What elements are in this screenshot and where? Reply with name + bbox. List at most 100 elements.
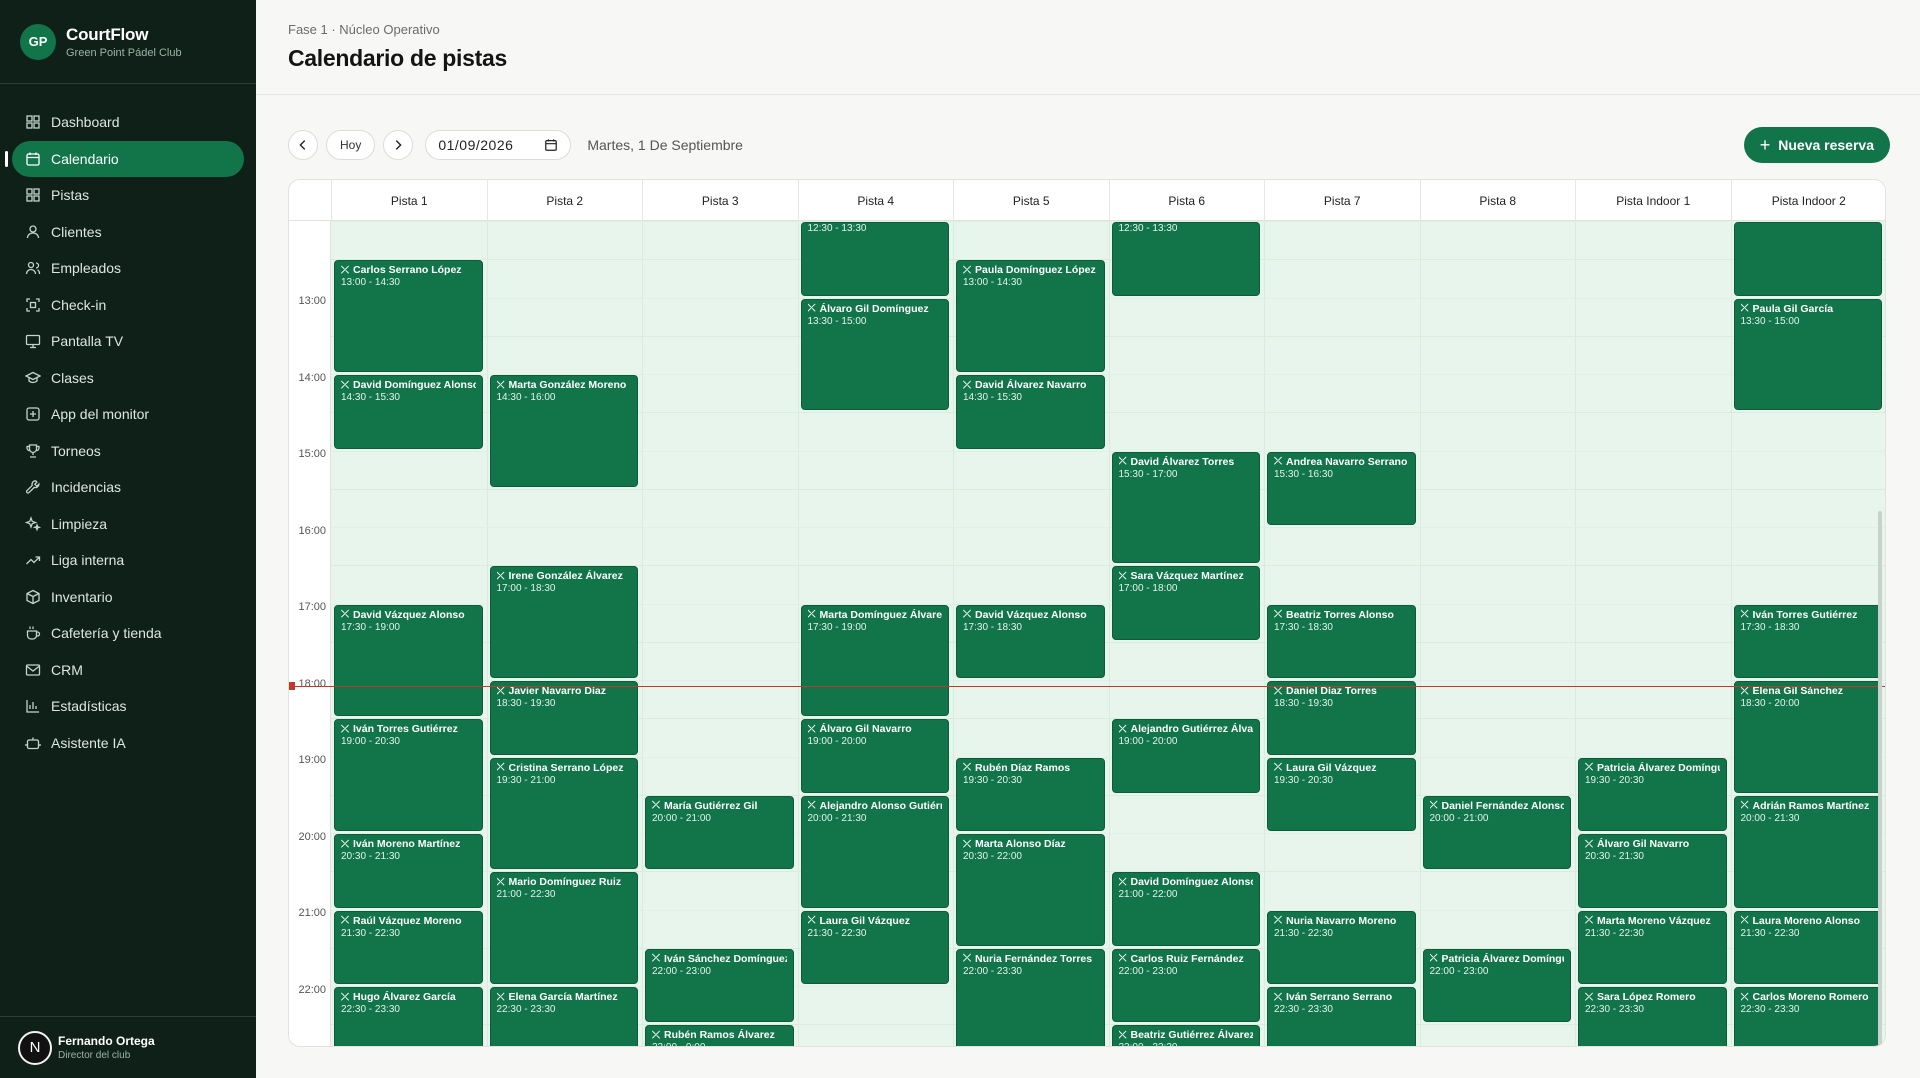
booking-event[interactable]: ⤫ Adrián Ramos Martínez 20:00 - 21:30 [1733, 795, 1882, 908]
booking-event[interactable]: ⤫ Laura Moreno Alonso 21:30 - 22:30 [1733, 910, 1882, 984]
booking-event[interactable]: ⤫ Iván Torres Gutiérrez 19:00 - 20:30 [334, 719, 483, 831]
user-profile[interactable]: N Fernando Ortega Director del club [0, 1016, 256, 1078]
booking-time: 12:30 - 13:30 [807, 223, 867, 234]
booking-event[interactable]: ⤫ Marta Moreno Vázquez 21:30 - 22:30 [1578, 910, 1727, 984]
booking-event[interactable]: ⤫ Alejandro Alonso Gutiérrez 20:00 - 21:30 [800, 795, 949, 908]
calendar-grid[interactable]: 13:00 14:00 15:00 16:00 17:00 18:00 19:00 20:00… [289, 221, 1885, 1046]
booking-event[interactable]: ⤫ Sara López Romero 22:30 - 23:30 [1578, 987, 1727, 1046]
booking-event[interactable]: ⤫Beatriz Gutiérrez Álvarez23:00 - 23:30 [1111, 1025, 1260, 1046]
booking-event[interactable]: ⤫ Nuria Fernández Torres 22:00 - 23:30 [956, 948, 1105, 1046]
booking-event[interactable]: ⤫ Raúl Vázquez Moreno 21:30 - 22:30 [334, 910, 483, 984]
booking-event[interactable]: ⤫ Andrea Navarro Serrano 15:30 - 16:30 [1267, 451, 1416, 525]
prev-day-button[interactable] [288, 130, 318, 160]
booking-event[interactable]: ⤫ David Vázquez Alonso 17:30 - 18:30 [956, 604, 1105, 678]
sidebar-item-pistas[interactable]: Pistas [12, 177, 244, 213]
booking-event[interactable]: ⤫ Álvaro Gil Navarro 20:30 - 21:30 [1578, 834, 1727, 908]
box-icon [25, 589, 41, 605]
booking-event[interactable]: ⤫ Marta González Moreno 14:30 - 16:00 [489, 375, 638, 487]
booking-event[interactable]: ⤫ Patricia Álvarez Domínguez19:30 - 20:30 [1578, 757, 1727, 831]
booking-event[interactable]: ⤫ Carlos Serrano López 13:00 - 14:30 [334, 260, 483, 372]
sidebar-item-crm[interactable]: CRM [12, 652, 244, 688]
booking-event[interactable]: ⤫ Marta Domínguez Álvarez 17:30 - 19:00 [800, 604, 949, 717]
sidebar-item-app-del-monitor[interactable]: App del monitor [12, 396, 244, 432]
booking-event[interactable]: ⤫ David Álvarez Navarro 14:30 - 15:30 [956, 375, 1105, 449]
booking-name: Adrián Ramos Martínez [1752, 799, 1870, 812]
sidebar-item-clases[interactable]: Clases [12, 360, 244, 396]
sidebar-item-estadisticas[interactable]: Estadísticas [12, 688, 244, 724]
sidebar-item-limpieza[interactable]: Limpieza [12, 506, 244, 542]
sidebar-item-incidencias[interactable]: Incidencias [12, 469, 244, 505]
booking-event[interactable]: ⤫ Paula Gil García 13:30 - 15:00 [1733, 298, 1882, 411]
sidebar-item-check-in[interactable]: Check-in [12, 287, 244, 323]
sidebar-item-asistente-ia[interactable]: Asistente IA [12, 725, 244, 761]
booking-event[interactable]: ⤫ Mario Domínguez Ruiz 21:00 - 22:30 [489, 872, 638, 984]
booking-event[interactable]: ⤫ Sara Vázquez Martínez 17:00 - 18:00 [1111, 566, 1260, 640]
booking-event[interactable]: ⤫ Iván Sánchez Domínguez 22:00 - 23:00 [645, 948, 794, 1023]
booking-event[interactable]: 12:30 - 13:30 [1111, 222, 1260, 296]
booking-event[interactable]: ⤫ Paula Domínguez López 13:00 - 14:30 [956, 260, 1105, 372]
sidebar-item-dashboard[interactable]: Dashboard [12, 104, 244, 140]
booking-event[interactable]: ⤫ Carlos Ruiz Fernández 22:00 - 23:00 [1111, 948, 1260, 1023]
monitor-icon [25, 333, 41, 349]
dashboard-icon [25, 114, 41, 130]
sidebar-item-torneos[interactable]: Torneos [12, 433, 244, 469]
date-label: Martes, 1 De Septiembre [587, 137, 743, 153]
court-header: Pista 1 [331, 180, 487, 221]
sidebar-item-cafeteria-y-tienda[interactable]: Cafetería y tienda [12, 615, 244, 651]
booking-event[interactable]: ⤫ María Gutiérrez Gil 20:00 - 21:00 [645, 795, 794, 870]
booking-event[interactable]: 12:30 - 13:30 [800, 222, 949, 296]
booking-event[interactable]: ⤫ Daniel Fernández Alonso 20:00 - 21:00 [1422, 795, 1571, 870]
booking-event[interactable]: ⤫ Laura Gil Vázquez 21:30 - 22:30 [800, 910, 949, 984]
booking-event[interactable]: ⤫ Nuria Navarro Moreno 21:30 - 22:30 [1267, 910, 1416, 984]
chevron-left-icon [299, 140, 306, 150]
date-picker[interactable]: 01/09/2026 [425, 130, 572, 160]
booking-event[interactable]: ⤫ Hugo Álvarez García 22:30 - 23:30 [334, 987, 483, 1046]
booking-event[interactable]: ⤫ Iván Moreno Martínez 20:30 - 21:30 [334, 834, 483, 908]
sidebar-item-label: Torneos [51, 442, 101, 459]
booking-event[interactable]: ⤫ Elena Gil Sánchez 18:30 - 20:00 [1733, 681, 1882, 793]
today-button[interactable]: Hoy [326, 130, 376, 160]
booking-event[interactable]: ⤫ Javier Navarro Díaz 18:30 - 19:30 [489, 681, 638, 755]
booking-title: ⤫ Carlos Moreno Romero [1741, 991, 1876, 1003]
booking-event[interactable] [1733, 222, 1882, 296]
booking-event[interactable]: ⤫ Carlos Moreno Romero 22:30 - 23:30 [1733, 987, 1882, 1046]
booking-event[interactable]: ⤫ Elena García Martínez 22:30 - 23:30 [489, 987, 638, 1046]
booking-time: 15:30 - 16:30 [1274, 468, 1333, 480]
next-day-button[interactable] [383, 130, 414, 160]
booking-event[interactable]: ⤫ David Domínguez Alonso 14:30 - 15:30 [334, 375, 483, 449]
booking-event[interactable]: ⤫ Álvaro Gil Navarro 19:00 - 20:00 [800, 719, 949, 793]
booking-event[interactable]: ⤫ David Domínguez Alonso 21:00 - 22:00 [1111, 872, 1260, 946]
sidebar-item-clientes[interactable]: Clientes [12, 214, 244, 250]
racket-icon: ⤫ [963, 762, 971, 773]
sidebar-item-calendario[interactable]: Calendario [5, 140, 244, 177]
booking-event[interactable]: ⤫ Iván Torres Gutiérrez 17:30 - 18:30 [1733, 604, 1882, 678]
booking-event[interactable]: ⤫ Iván Serrano Serrano 22:30 - 23:30 [1267, 987, 1416, 1046]
booking-event[interactable]: ⤫ Álvaro Gil Domínguez 13:30 - 15:00 [800, 298, 949, 411]
booking-event[interactable]: ⤫ Laura Gil Vázquez 19:30 - 20:30 [1267, 757, 1416, 831]
new-booking-button[interactable]: + Nueva reserva [1743, 127, 1890, 163]
booking-name: Elena García Martínez [508, 991, 618, 1003]
booking-time: 20:30 - 21:30 [1585, 851, 1644, 862]
booking-name: Raúl Vázquez Moreno [353, 914, 462, 927]
racket-icon: ⤫ [807, 723, 816, 735]
scrollbar[interactable] [1877, 221, 1883, 1046]
sidebar-nav: Dashboard Calendario Pistas Clientes Emplead… [0, 84, 256, 761]
booking-event[interactable]: ⤫ Rubén Ramos Álvarez23:00 - 0:00 [645, 1025, 794, 1046]
booking-event[interactable]: ⤫ David Álvarez Torres 15:30 - 17:00 [1111, 451, 1260, 564]
sidebar-item-liga-interna[interactable]: Liga interna [12, 542, 244, 578]
booking-event[interactable]: ⤫ Beatriz Torres Alonso 17:30 - 18:30 [1267, 604, 1416, 678]
booking-name: Marta González Moreno [508, 379, 627, 391]
booking-event[interactable]: ⤫ Daniel Díaz Torres 18:30 - 19:30 [1267, 681, 1416, 755]
booking-event[interactable]: ⤫Alejandro Gutiérrez Álvarez19:00 - 20:0… [1111, 719, 1260, 793]
brand[interactable]: GP CourtFlow Green Point Pádel Club [0, 0, 256, 84]
booking-event[interactable]: ⤫ David Vázquez Alonso 17:30 - 19:00 [334, 604, 483, 717]
booking-event[interactable]: ⤫ Irene González Álvarez 17:00 - 18:30 [489, 566, 638, 678]
booking-event[interactable]: ⤫ Rubén Díaz Ramos 19:30 - 20:30 [956, 757, 1105, 831]
booking-event[interactable]: ⤫ Cristina Serrano López 19:30 - 21:00 [489, 757, 638, 870]
scrollbar-thumb[interactable] [1878, 511, 1882, 1046]
sidebar-item-pantalla-tv[interactable]: Pantalla TV [12, 323, 244, 359]
sidebar-item-inventario[interactable]: Inventario [12, 579, 244, 615]
sidebar-item-empleados[interactable]: Empleados [12, 250, 244, 286]
booking-event[interactable]: ⤫ Marta Alonso Díaz 20:30 - 22:00 [956, 834, 1105, 946]
